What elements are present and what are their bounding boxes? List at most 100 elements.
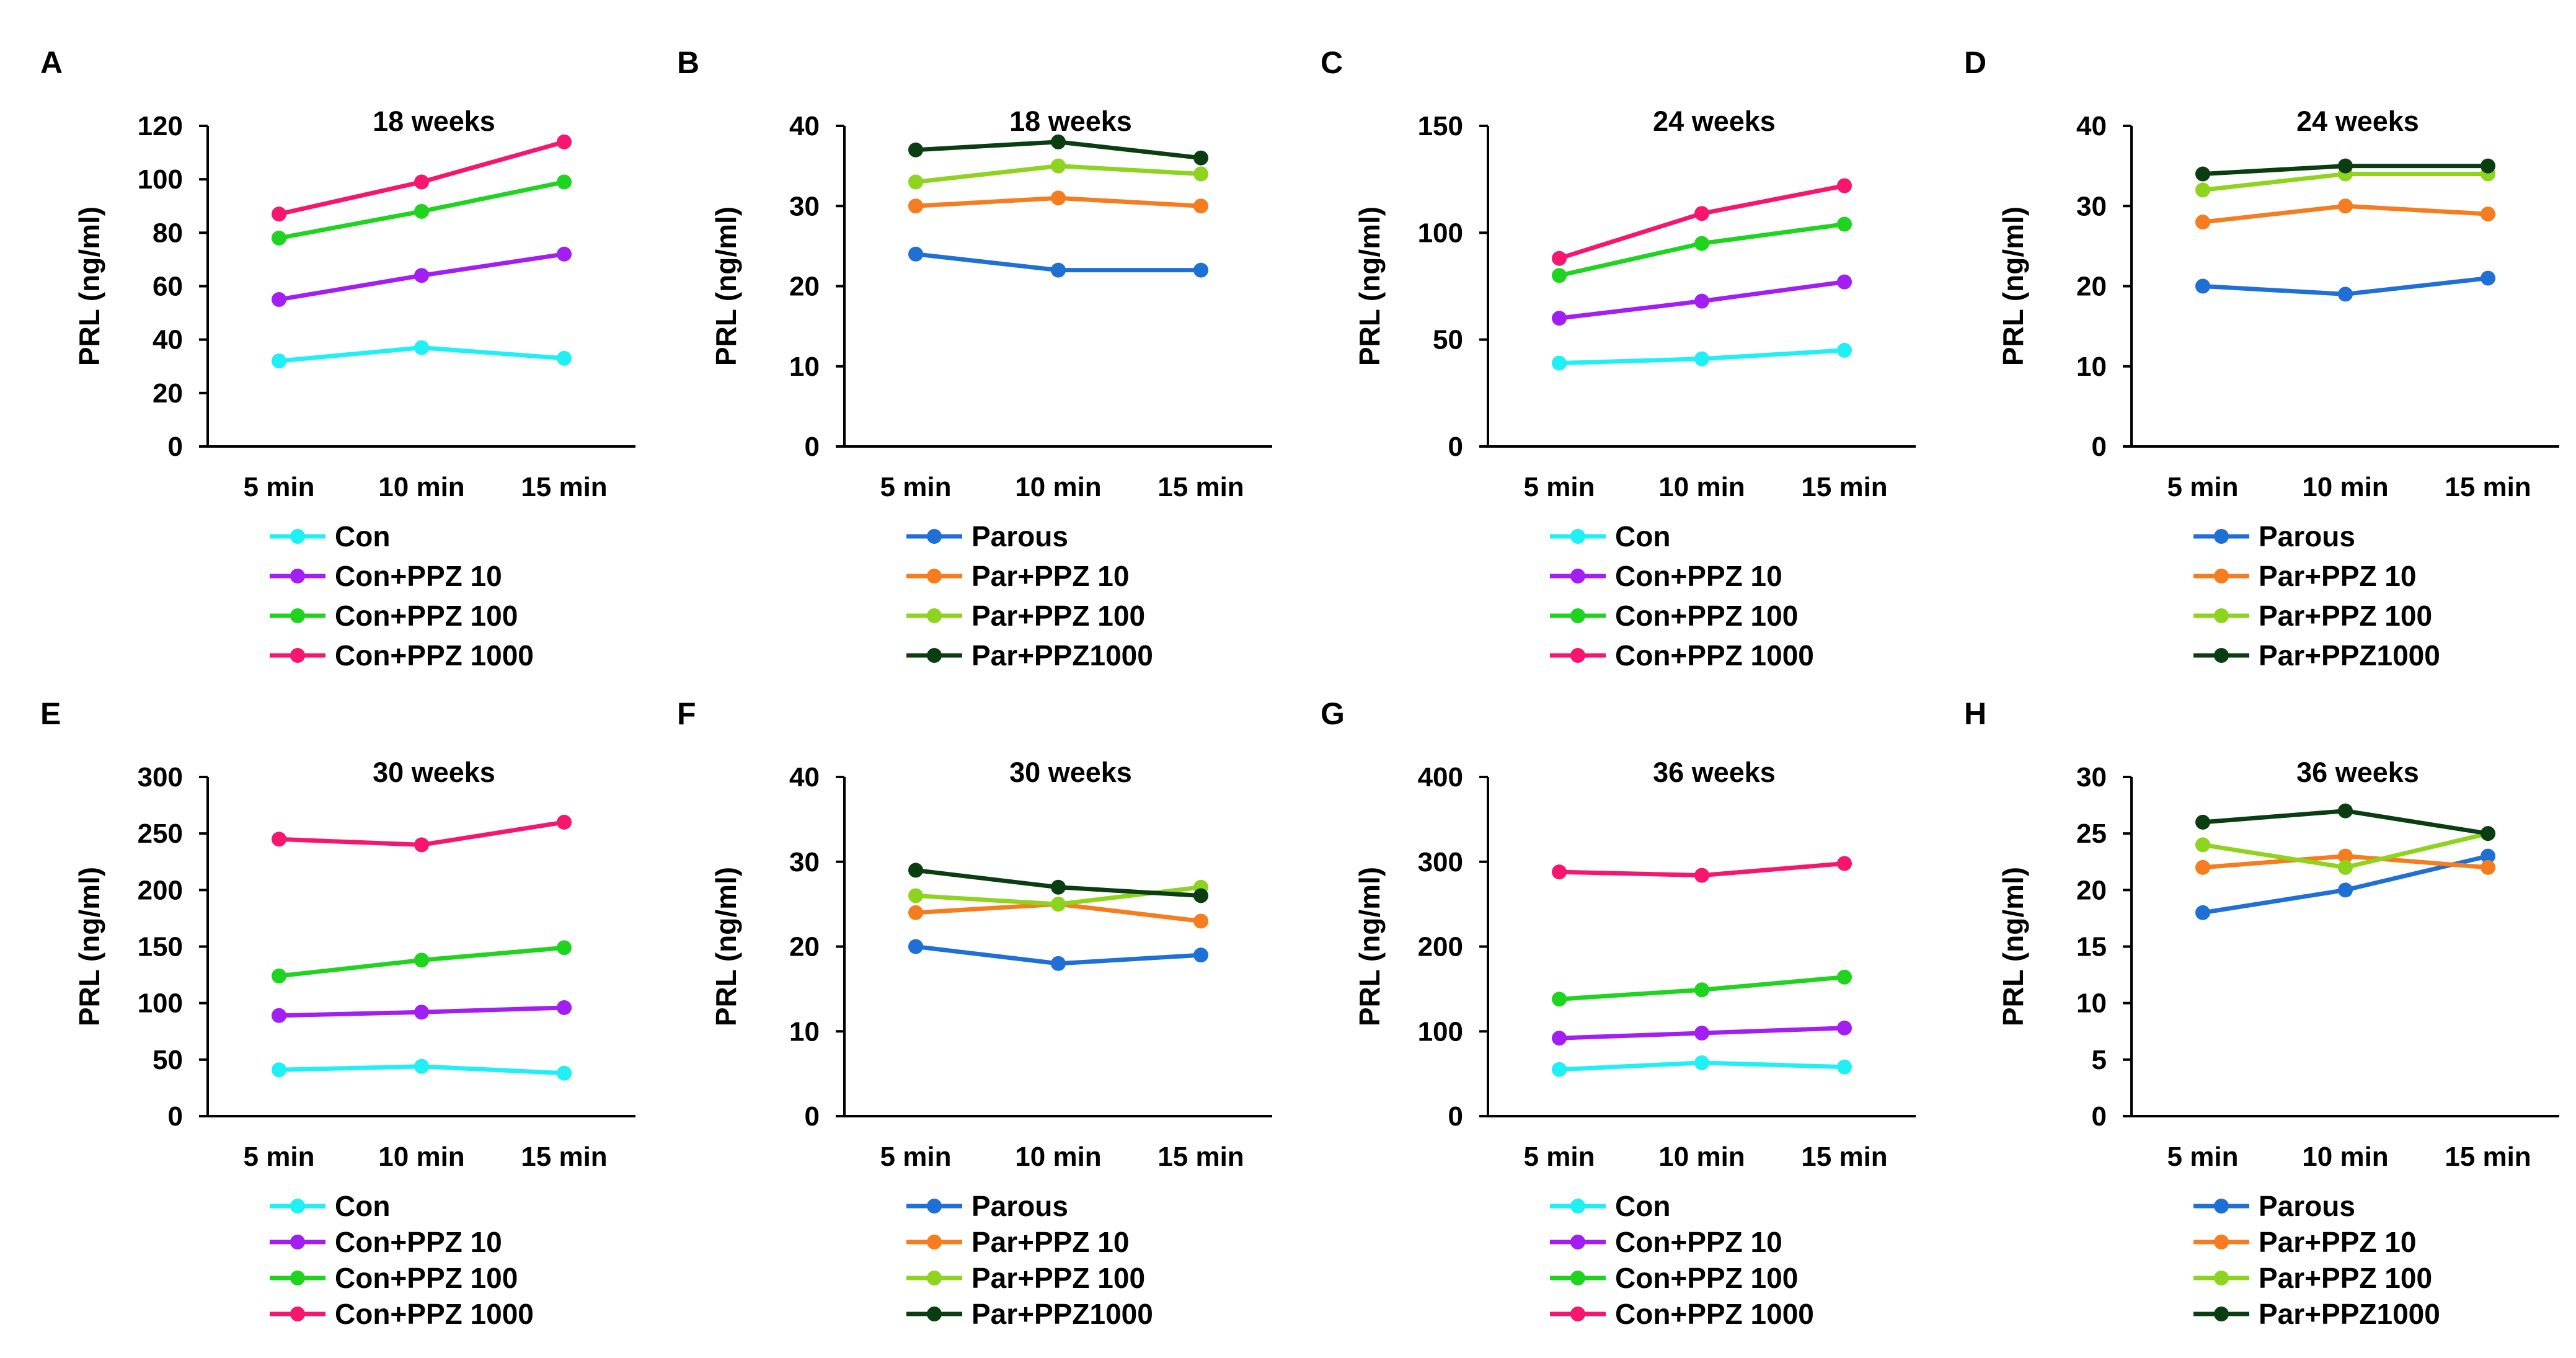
x-tick-label: 15 min	[1801, 472, 1887, 502]
data-point	[2195, 905, 2210, 920]
data-point	[1694, 236, 1709, 251]
data-point	[557, 1000, 572, 1015]
y-tick-label: 0	[805, 1101, 820, 1132]
x-tick-label: 10 min	[1658, 472, 1745, 502]
y-tick-label: 400	[1418, 762, 1463, 792]
panel-label: G	[1321, 696, 1345, 731]
data-point	[2481, 859, 2495, 875]
data-point	[557, 350, 572, 366]
data-point	[414, 174, 429, 190]
data-point	[1051, 190, 1066, 206]
panel-label: H	[1964, 696, 1986, 731]
y-tick-label: 10	[789, 352, 820, 382]
y-tick-label: 300	[1418, 847, 1463, 877]
x-tick-label: 5 min	[244, 1142, 315, 1172]
data-point	[2338, 859, 2353, 875]
x-tick-label: 5 min	[1524, 472, 1595, 502]
panel-label: E	[40, 696, 61, 731]
data-point	[1837, 1059, 1852, 1075]
chart-panel-e: E 30 weeks PRL (ng/ml) 0 50 100 150 200 250 300 5 …	[40, 696, 635, 1330]
legend-marker	[290, 529, 305, 544]
y-tick-label: 100	[138, 988, 183, 1019]
data-point	[2338, 286, 2353, 302]
legend-marker	[1570, 1307, 1585, 1321]
data-point	[1837, 216, 1852, 232]
data-point	[272, 230, 286, 246]
legend-marker	[1570, 1235, 1585, 1249]
data-point	[414, 340, 429, 355]
legend-marker	[927, 608, 942, 623]
legend-label: Parous	[2259, 520, 2355, 553]
x-tick-label: 15 min	[2445, 472, 2531, 502]
chart-panel-f: F 30 weeks PRL (ng/ml) 0 10 20 30 40 5 min 10 min…	[677, 696, 1272, 1330]
y-tick-label: 30	[2076, 762, 2107, 792]
legend-label: Con	[335, 520, 390, 553]
chart-panel-d: D 24 weeks PRL (ng/ml) 0 10 20 30 40 5 min 10 min…	[1964, 45, 2559, 672]
data-point	[1552, 992, 1567, 1007]
legend-marker	[1570, 529, 1585, 544]
data-point	[1051, 158, 1066, 174]
x-tick-label: 15 min	[1157, 1142, 1244, 1172]
chart-title: 18 weeks	[373, 105, 495, 137]
legend-marker	[927, 1271, 942, 1285]
legend-label: Par+PPZ1000	[2259, 1298, 2440, 1330]
y-tick-label: 40	[2076, 111, 2107, 141]
legend-label: Par+PPZ1000	[2259, 639, 2440, 672]
legend-label: Con+PPZ 10	[1615, 1226, 1782, 1258]
y-tick-label: 50	[1433, 325, 1463, 355]
legend-marker	[290, 1199, 305, 1214]
y-tick-label: 100	[1418, 1016, 1463, 1047]
y-tick-label: 20	[153, 378, 183, 409]
y-tick-label: 0	[2092, 432, 2107, 462]
data-point	[908, 174, 923, 190]
data-point	[2338, 803, 2353, 819]
y-tick-label: 20	[789, 932, 820, 962]
data-point	[1552, 1031, 1567, 1046]
legend-marker	[2214, 608, 2229, 623]
legend-label: Par+PPZ 100	[972, 600, 1145, 632]
legend-marker	[290, 1235, 305, 1249]
legend-label: Con+PPZ 10	[335, 1226, 502, 1258]
y-tick-label: 20	[2076, 272, 2107, 302]
data-point	[1694, 868, 1709, 883]
data-point	[272, 1008, 286, 1023]
y-axis-label: PRL (ng/ml)	[710, 867, 742, 1026]
data-point	[1051, 879, 1066, 895]
x-tick-label: 10 min	[378, 1142, 464, 1172]
y-tick-label: 120	[138, 111, 183, 141]
chart-title: 30 weeks	[1009, 757, 1132, 788]
data-point	[2195, 182, 2210, 198]
legend-label: Con+PPZ 1000	[1615, 1298, 1814, 1330]
y-tick-label: 150	[138, 932, 183, 962]
legend-marker	[2214, 1307, 2229, 1321]
legend-marker	[2214, 648, 2229, 663]
data-point	[2481, 826, 2495, 841]
y-tick-label: 25	[2076, 819, 2107, 849]
x-tick-label: 5 min	[1524, 1142, 1595, 1172]
y-tick-label: 30	[2076, 191, 2107, 221]
data-point	[557, 246, 572, 262]
data-point	[272, 1062, 286, 1078]
legend-label: Con+PPZ 100	[1615, 600, 1798, 632]
data-point	[272, 832, 286, 847]
data-point	[1837, 969, 1852, 985]
data-point	[1837, 1020, 1852, 1036]
legend-marker	[927, 529, 942, 544]
chart-title: 24 weeks	[1653, 105, 1776, 137]
data-point	[1552, 268, 1567, 283]
data-point	[2481, 848, 2495, 864]
legend-label: Par+PPZ 100	[2259, 600, 2432, 632]
y-tick-label: 10	[2076, 988, 2107, 1019]
data-point	[908, 863, 923, 878]
data-point	[2481, 270, 2495, 286]
chart-title: 36 weeks	[1653, 757, 1776, 788]
legend-label: Par+PPZ1000	[972, 1298, 1153, 1330]
y-tick-label: 10	[789, 1016, 820, 1047]
x-tick-label: 15 min	[521, 472, 607, 502]
x-tick-label: 10 min	[1015, 1142, 1101, 1172]
y-tick-label: 50	[153, 1045, 183, 1075]
data-point	[414, 837, 429, 853]
x-tick-label: 10 min	[1658, 1142, 1745, 1172]
data-point	[1837, 274, 1852, 290]
